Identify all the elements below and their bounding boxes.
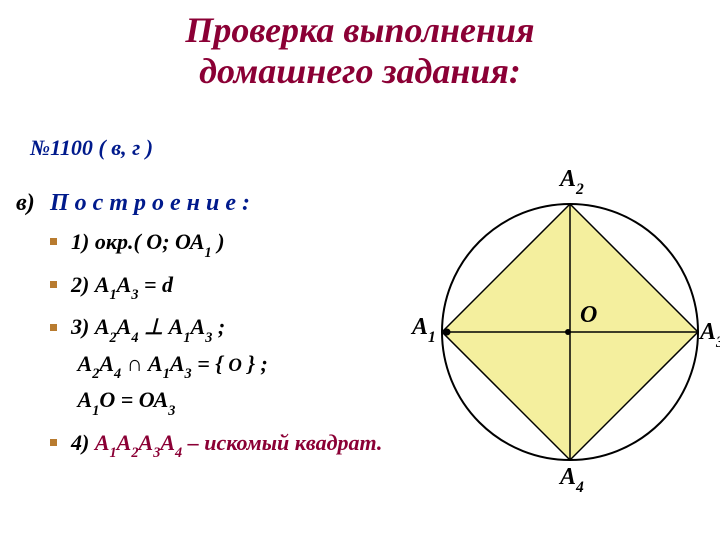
- center-dot: [565, 329, 571, 335]
- construction-steps: 1) окр.( О; ОА1 ) 2) А1А3 = d 3) А2А4 ⊥ А1…: [50, 225, 430, 462]
- construction-step: 1) окр.( О; ОА1 ): [50, 225, 430, 262]
- label-A1: А1: [412, 314, 436, 345]
- construction-step: 2) А1А3 = d: [50, 268, 430, 305]
- problem-number: №1100 ( в, г ): [30, 135, 153, 161]
- label-A3: А3: [700, 319, 720, 350]
- label-A4: А4: [560, 464, 584, 495]
- slide-title: Проверка выполнения домашнего задания:: [0, 10, 720, 93]
- construction-step: 4) А1А2А3А4 – искомый квадрат.: [50, 426, 430, 463]
- construction-step: 3) А2А4 ⊥ А1А3 ; А2А4 ∩ А1А3 = { О } ; А…: [50, 310, 430, 420]
- label-A2: А2: [560, 166, 584, 197]
- title-line2: домашнего задания:: [199, 51, 521, 91]
- geometry-figure: А1 А2 А3 А4 О: [420, 152, 720, 512]
- construction-heading: П о с т р о е н и е :: [50, 190, 430, 217]
- variant-label: в): [16, 190, 35, 217]
- geometry-svg: [420, 152, 720, 512]
- label-O: О: [580, 302, 597, 329]
- construction-block: П о с т р о е н и е : 1) окр.( О; ОА1 ) 2…: [50, 190, 430, 468]
- a1-dot: [444, 329, 451, 336]
- title-line1: Проверка выполнения: [185, 10, 534, 50]
